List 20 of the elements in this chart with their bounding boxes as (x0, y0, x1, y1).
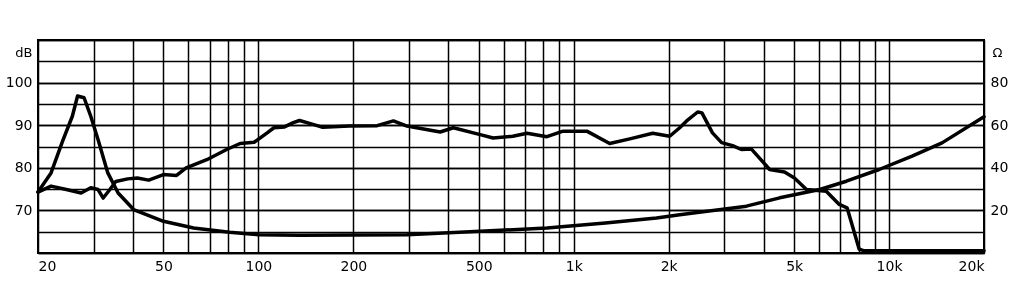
y-tick-label: 90 (14, 116, 33, 133)
y2-tick-label: 80 (990, 74, 1009, 91)
y2-tick-label: 60 (990, 116, 1009, 133)
x-tick-label: 50 (155, 257, 173, 274)
y-tick-label: 70 (14, 201, 33, 218)
y-tick-label: 100 (5, 74, 33, 91)
x-tick-label: 1k (565, 257, 584, 274)
x-tick-label: 5k (786, 257, 805, 274)
y2-axis-title: Ω (992, 44, 1003, 60)
y2-tick-label: 40 (990, 159, 1009, 176)
y-tick-label: 80 (14, 159, 33, 176)
x-tick-label: 500 (465, 257, 493, 274)
x-tick-label: 100 (245, 257, 273, 274)
x-tick-label: 200 (340, 257, 368, 274)
x-tick-label: 10k (876, 257, 904, 274)
y-axis-title: dB (15, 44, 33, 60)
y2-tick-label: 20 (990, 201, 1009, 218)
x-tick-label: 2k (660, 257, 679, 274)
x-tick-label: 20k (958, 257, 986, 274)
x-tick-label: 20 (38, 257, 57, 274)
